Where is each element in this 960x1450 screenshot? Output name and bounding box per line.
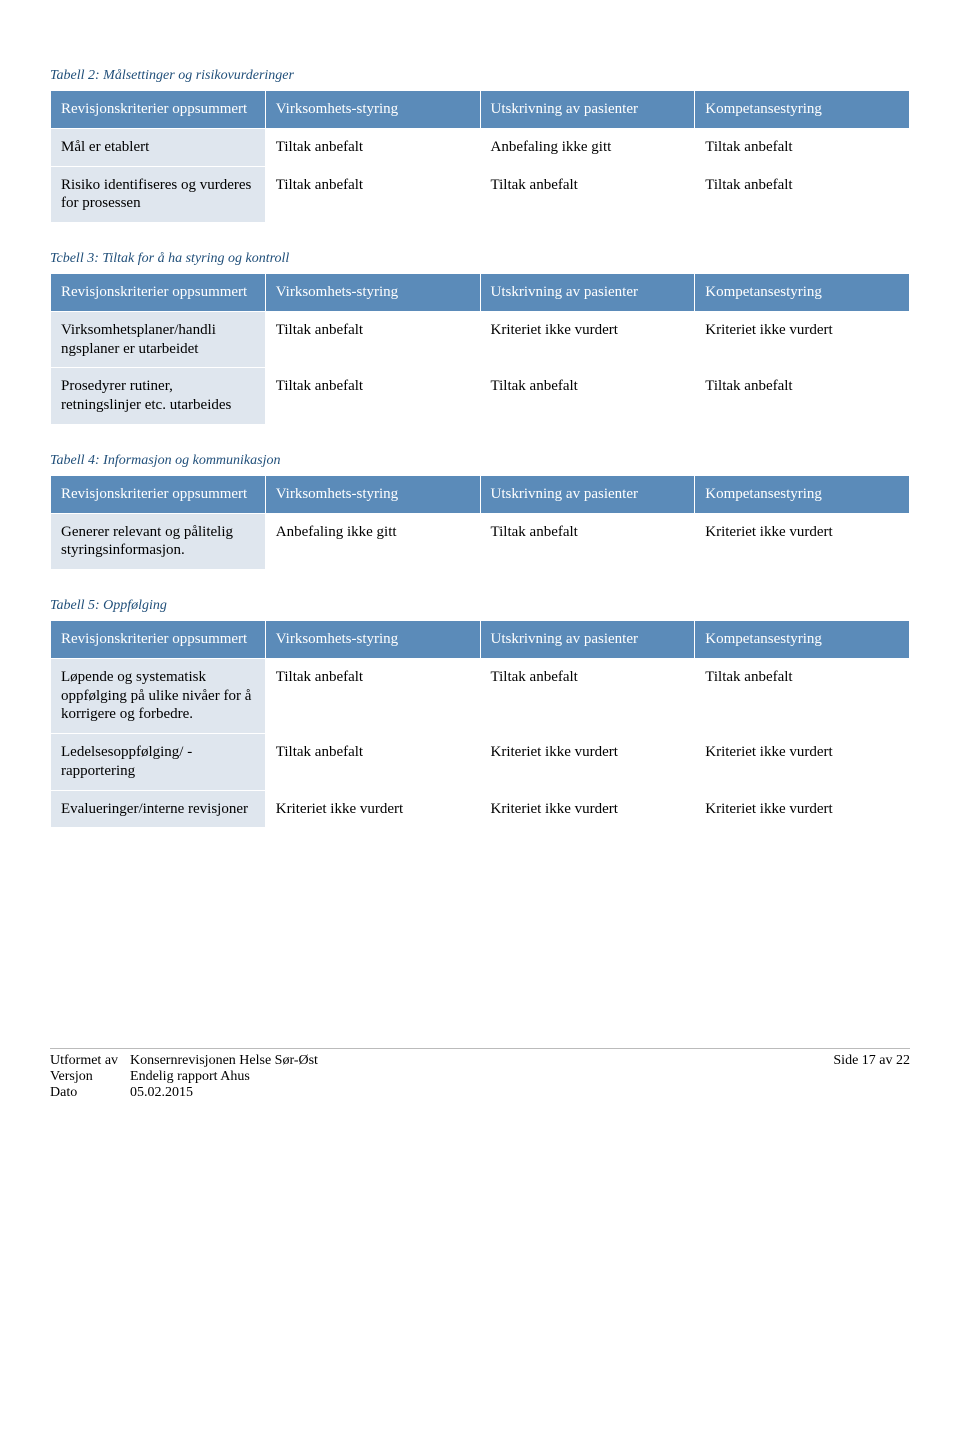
cell: Kriteriet ikke vurdert xyxy=(265,790,480,828)
th: Kompetansestyring xyxy=(695,274,910,312)
cell: Kriteriet ikke vurdert xyxy=(480,790,695,828)
cell: Anbefaling ikke gitt xyxy=(265,513,480,570)
row-label: Risiko identifiseres og vurderes for pro… xyxy=(51,166,266,223)
footer-value: Konsernrevisjonen Helse Sør-Øst xyxy=(130,1053,330,1069)
footer-label: Utformet av xyxy=(50,1053,130,1069)
page-footer: Side 17 av 22 Utformet av Konsernrevisjo… xyxy=(50,1048,910,1101)
row-label: Mål er etablert xyxy=(51,128,266,166)
cell: Tiltak anbefalt xyxy=(265,128,480,166)
table4-caption: Tabell 4: Informasjon og kommunikasjon xyxy=(50,453,910,469)
th: Kompetansestyring xyxy=(695,621,910,659)
cell: Kriteriet ikke vurdert xyxy=(695,311,910,368)
footer-rule xyxy=(50,1048,910,1049)
cell: Tiltak anbefalt xyxy=(695,128,910,166)
table3-caption: Tcbell 3: Tiltak for å ha styring og kon… xyxy=(50,251,910,267)
cell: Kriteriet ikke vurdert xyxy=(695,734,910,791)
cell: Tiltak anbefalt xyxy=(480,513,695,570)
row-label: Løpende og systematisk oppfølging på uli… xyxy=(51,658,266,733)
th: Virksomhets-styring xyxy=(265,475,480,513)
cell: Kriteriet ikke vurdert xyxy=(695,790,910,828)
footer-value: 05.02.2015 xyxy=(130,1085,330,1101)
footer-label: Dato xyxy=(50,1085,130,1101)
cell: Tiltak anbefalt xyxy=(480,658,695,733)
cell: Anbefaling ikke gitt xyxy=(480,128,695,166)
cell: Kriteriet ikke vurdert xyxy=(695,513,910,570)
row-label: Ledelsesoppfølging/ -rapportering xyxy=(51,734,266,791)
cell: Tiltak anbefalt xyxy=(480,166,695,223)
table5-caption: Tabell 5: Oppfølging xyxy=(50,598,910,614)
th: Utskrivning av pasienter xyxy=(480,274,695,312)
footer-meta: Utformet av Konsernrevisjonen Helse Sør-… xyxy=(50,1053,330,1101)
cell: Tiltak anbefalt xyxy=(695,658,910,733)
row-label: Prosedyrer rutiner, retningslinjer etc. … xyxy=(51,368,266,425)
table4: Revisjonskriterier oppsummert Virksomhet… xyxy=(50,475,910,570)
th: Virksomhets-styring xyxy=(265,91,480,129)
cell: Kriteriet ikke vurdert xyxy=(480,311,695,368)
th: Utskrivning av pasienter xyxy=(480,475,695,513)
cell: Tiltak anbefalt xyxy=(265,166,480,223)
cell: Tiltak anbefalt xyxy=(265,658,480,733)
th: Virksomhets-styring xyxy=(265,621,480,659)
cell: Tiltak anbefalt xyxy=(480,368,695,425)
cell: Tiltak anbefalt xyxy=(265,311,480,368)
table5: Revisjonskriterier oppsummert Virksomhet… xyxy=(50,620,910,828)
th: Virksomhets-styring xyxy=(265,274,480,312)
row-label: Evalueringer/interne revisjoner xyxy=(51,790,266,828)
th: Revisjonskriterier oppsummert xyxy=(51,274,266,312)
th: Kompetansestyring xyxy=(695,475,910,513)
table3: Revisjonskriterier oppsummert Virksomhet… xyxy=(50,273,910,425)
th: Revisjonskriterier oppsummert xyxy=(51,91,266,129)
cell: Tiltak anbefalt xyxy=(695,368,910,425)
footer-value: Endelig rapport Ahus xyxy=(130,1069,330,1085)
th: Utskrivning av pasienter xyxy=(480,621,695,659)
cell: Tiltak anbefalt xyxy=(265,368,480,425)
th: Revisjonskriterier oppsummert xyxy=(51,621,266,659)
row-label: Virksomhetsplaner/handli ngsplaner er ut… xyxy=(51,311,266,368)
th: Revisjonskriterier oppsummert xyxy=(51,475,266,513)
page-number: Side 17 av 22 xyxy=(833,1053,910,1069)
table2-caption: Tabell 2: Målsettinger og risikovurderin… xyxy=(50,68,910,84)
cell: Tiltak anbefalt xyxy=(695,166,910,223)
table2: Revisjonskriterier oppsummert Virksomhet… xyxy=(50,90,910,223)
footer-label: Versjon xyxy=(50,1069,130,1085)
th: Kompetansestyring xyxy=(695,91,910,129)
th: Utskrivning av pasienter xyxy=(480,91,695,129)
cell: Tiltak anbefalt xyxy=(265,734,480,791)
row-label: Generer relevant og pålitelig styringsin… xyxy=(51,513,266,570)
cell: Kriteriet ikke vurdert xyxy=(480,734,695,791)
